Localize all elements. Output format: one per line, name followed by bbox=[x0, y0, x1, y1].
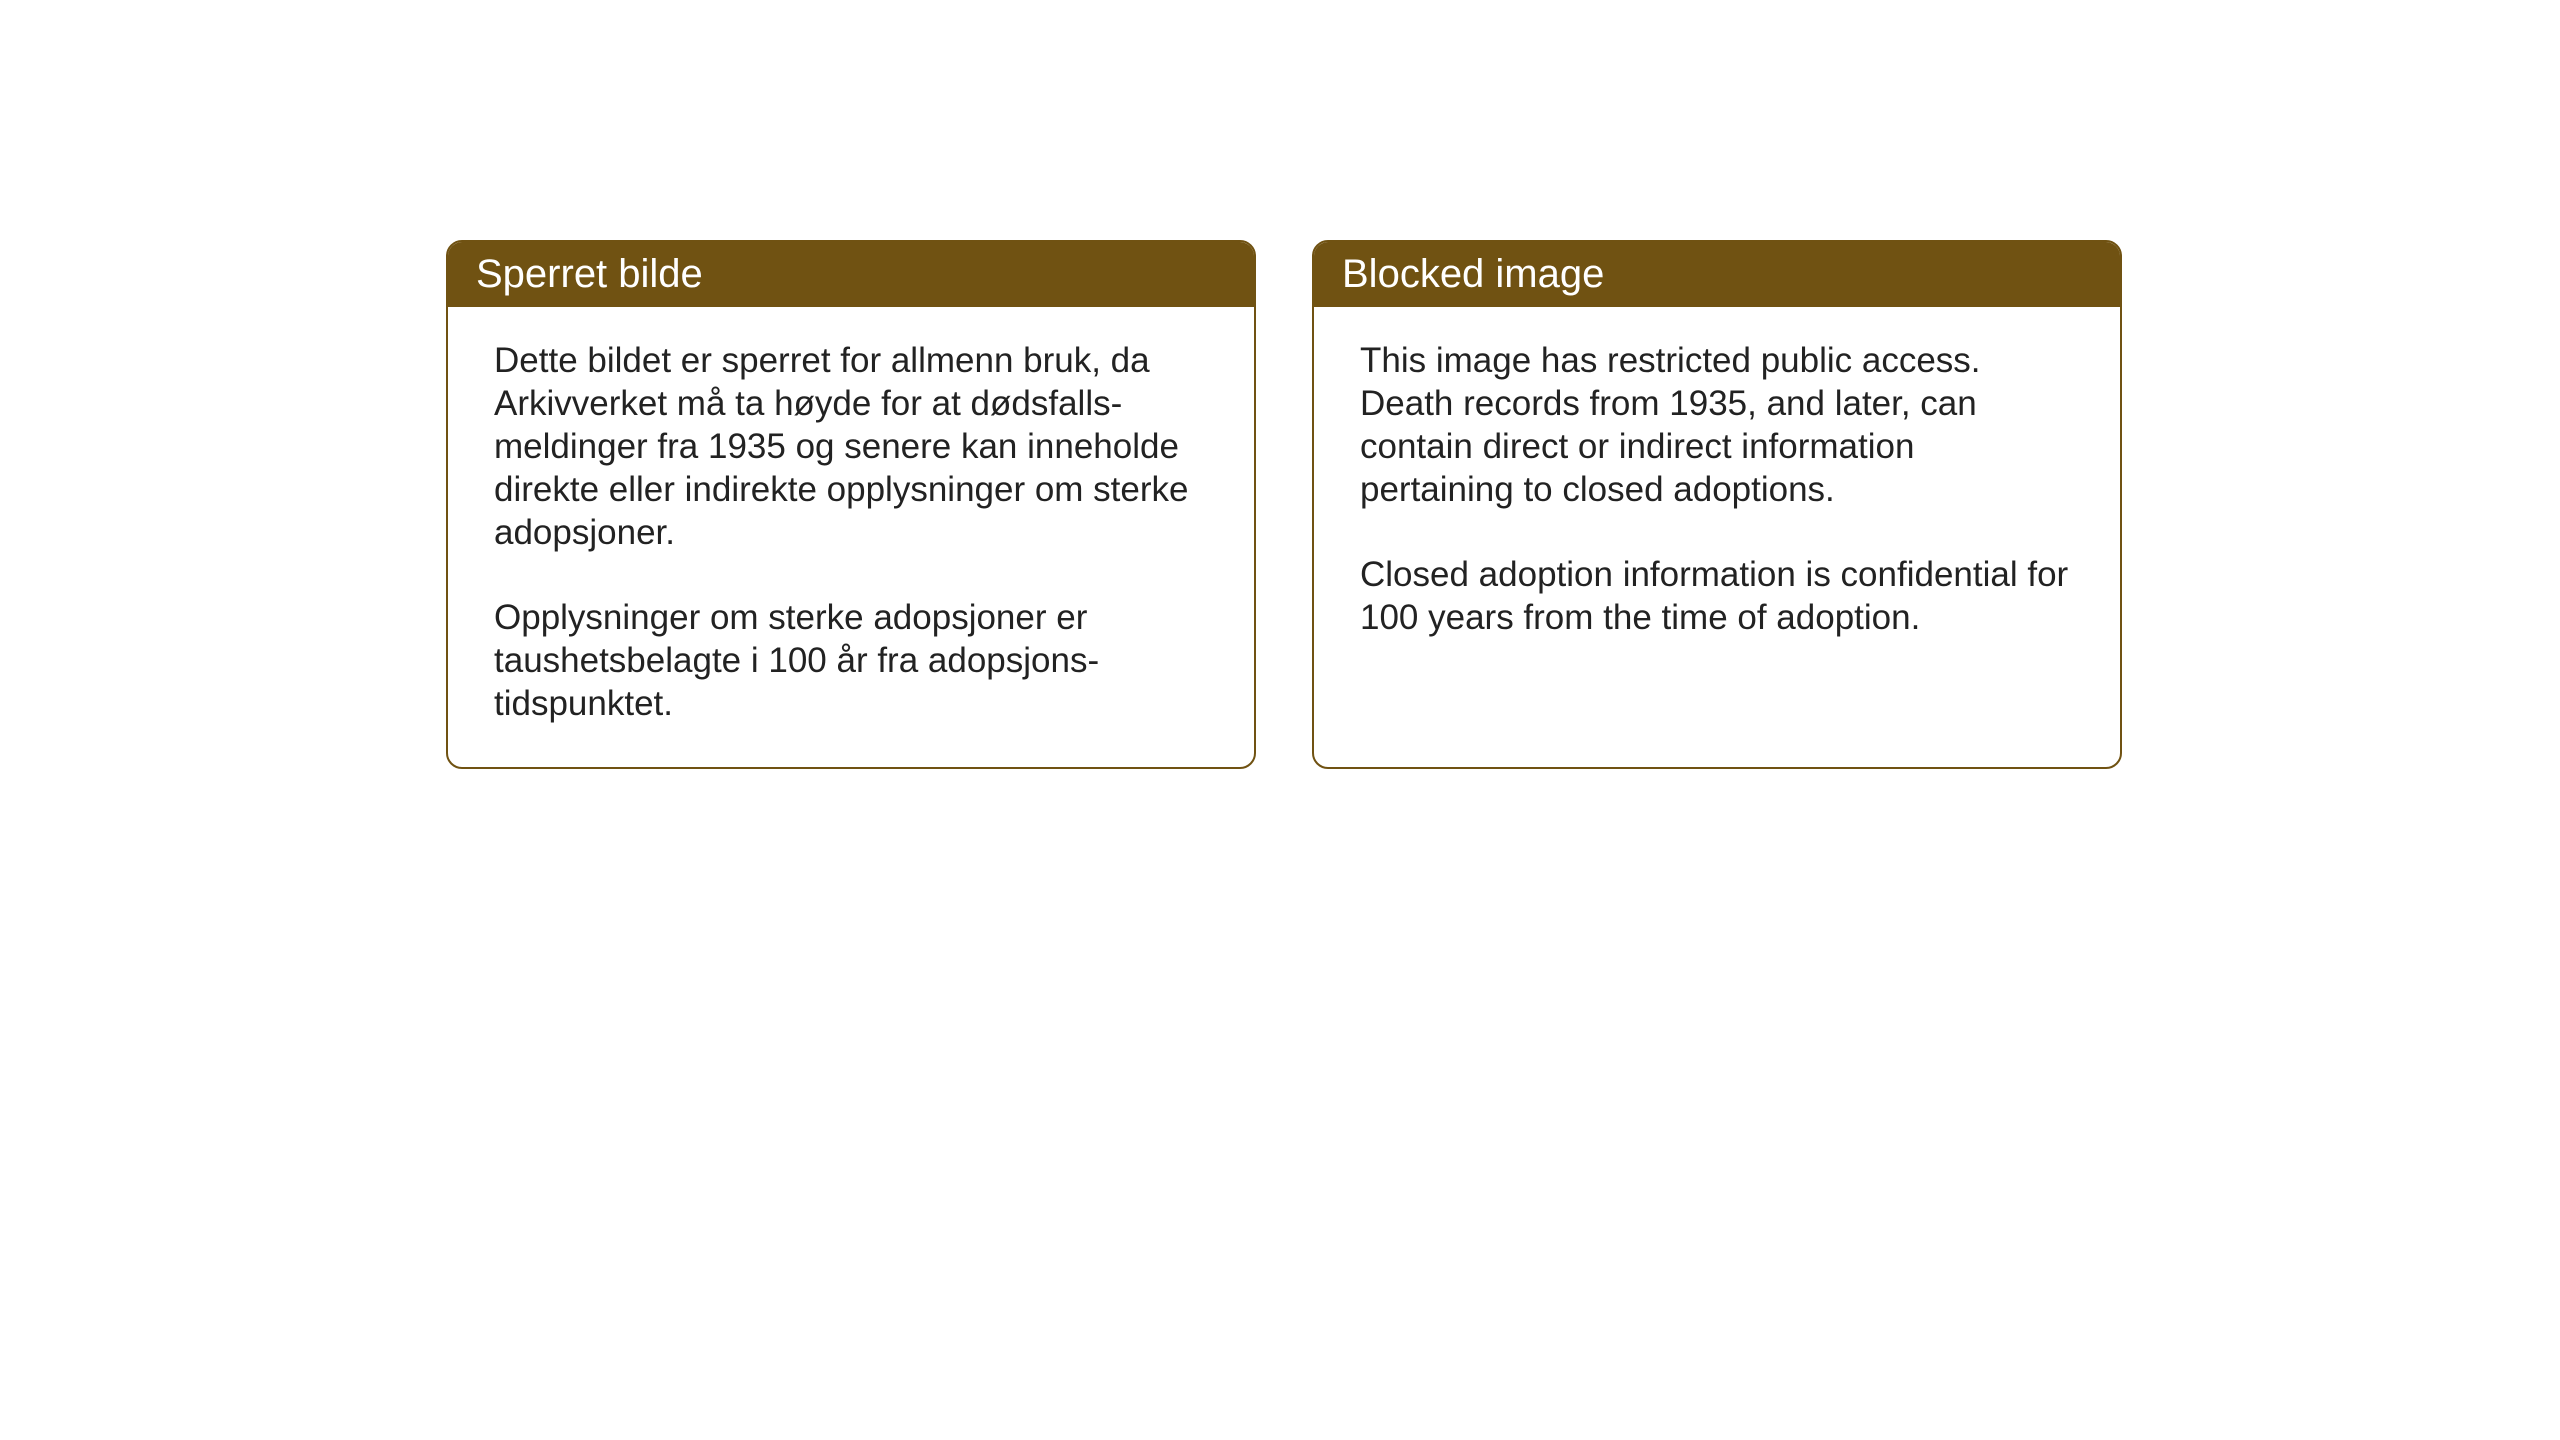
panel-english-title: Blocked image bbox=[1342, 252, 1604, 296]
panel-norwegian: Sperret bilde Dette bildet er sperret fo… bbox=[446, 240, 1256, 769]
panel-english: Blocked image This image has restricted … bbox=[1312, 240, 2122, 769]
panel-norwegian-title: Sperret bilde bbox=[476, 252, 703, 296]
panel-norwegian-header: Sperret bilde bbox=[448, 242, 1254, 307]
panel-english-paragraph2: Closed adoption information is confident… bbox=[1360, 553, 2074, 639]
panel-norwegian-paragraph2: Opplysninger om sterke adopsjoner er tau… bbox=[494, 596, 1208, 725]
panel-norwegian-body: Dette bildet er sperret for allmenn bruk… bbox=[448, 307, 1254, 767]
panel-english-header: Blocked image bbox=[1314, 242, 2120, 307]
panels-container: Sperret bilde Dette bildet er sperret fo… bbox=[446, 240, 2122, 769]
panel-norwegian-paragraph1: Dette bildet er sperret for allmenn bruk… bbox=[494, 339, 1208, 554]
panel-english-paragraph1: This image has restricted public access.… bbox=[1360, 339, 2074, 511]
panel-english-body: This image has restricted public access.… bbox=[1314, 307, 2120, 681]
